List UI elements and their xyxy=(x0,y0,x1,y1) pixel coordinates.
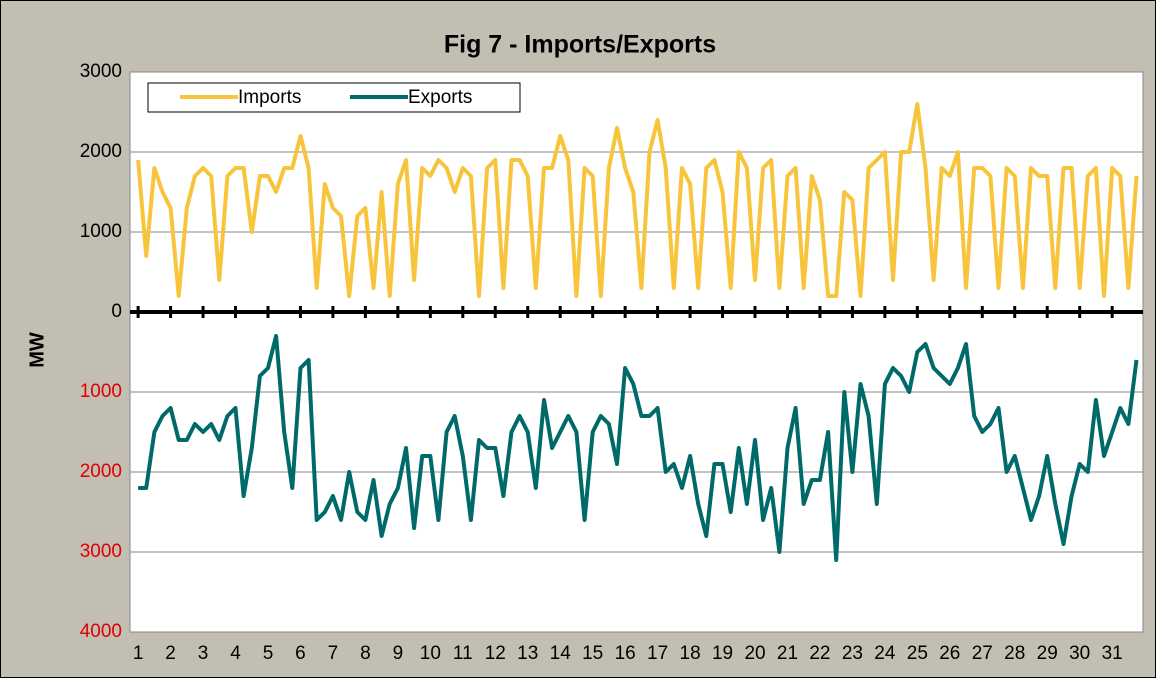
x-tick-label: 25 xyxy=(907,643,928,664)
line-series xyxy=(138,334,1139,562)
legend-label: Exports xyxy=(408,87,472,108)
x-tick-label: 3 xyxy=(198,643,209,664)
line-series xyxy=(136,102,1139,298)
plot-area xyxy=(129,71,1144,633)
x-tick-label: 8 xyxy=(360,643,371,664)
x-tick-label: 27 xyxy=(972,643,993,664)
x-tick-label: 16 xyxy=(615,643,636,664)
y-tick-label: 2000 xyxy=(80,141,122,162)
x-tick-label: 15 xyxy=(582,643,603,664)
x-tick-label: 10 xyxy=(420,643,441,664)
x-tick-label: 28 xyxy=(1004,643,1025,664)
x-tick-label: 1 xyxy=(133,643,144,664)
y-tick-label: 2000 xyxy=(80,461,122,482)
x-tick-label: 2 xyxy=(165,643,176,664)
x-tick-label: 18 xyxy=(680,643,701,664)
x-tick-label: 20 xyxy=(744,643,765,664)
chart-title: Fig 7 - Imports/Exports xyxy=(444,31,716,59)
x-tick-label: 26 xyxy=(939,643,960,664)
x-tick-label: 21 xyxy=(777,643,798,664)
x-tick-label: 31 xyxy=(1102,643,1123,664)
x-tick-label: 12 xyxy=(485,643,506,664)
x-tick-label: 30 xyxy=(1069,643,1090,664)
x-tick-label: 9 xyxy=(393,643,404,664)
x-tick-label: 5 xyxy=(263,643,274,664)
y-tick-label: 4000 xyxy=(80,621,122,642)
x-tick-label: 4 xyxy=(230,643,241,664)
y-tick-label: 1000 xyxy=(80,381,122,402)
x-tick-label: 23 xyxy=(842,643,863,664)
x-tick-label: 19 xyxy=(712,643,733,664)
y-tick-label: 3000 xyxy=(80,541,122,562)
x-tick-label: 24 xyxy=(874,643,896,664)
x-tick-label: 11 xyxy=(453,643,473,664)
y-tick-label: 1000 xyxy=(80,221,122,242)
x-tick-label: 14 xyxy=(550,643,572,664)
legend-label: Imports xyxy=(238,87,301,108)
y-tick-label: 0 xyxy=(111,301,122,322)
x-tick-label: 6 xyxy=(295,643,306,664)
x-tick-label: 7 xyxy=(328,643,339,664)
x-tick-label: 22 xyxy=(809,643,830,664)
y-axis-label: MW xyxy=(26,332,48,368)
y-tick-label: 3000 xyxy=(80,61,122,82)
x-tick-label: 17 xyxy=(647,643,668,664)
x-tick-label: 29 xyxy=(1037,643,1058,664)
x-tick-label: 13 xyxy=(517,643,538,664)
